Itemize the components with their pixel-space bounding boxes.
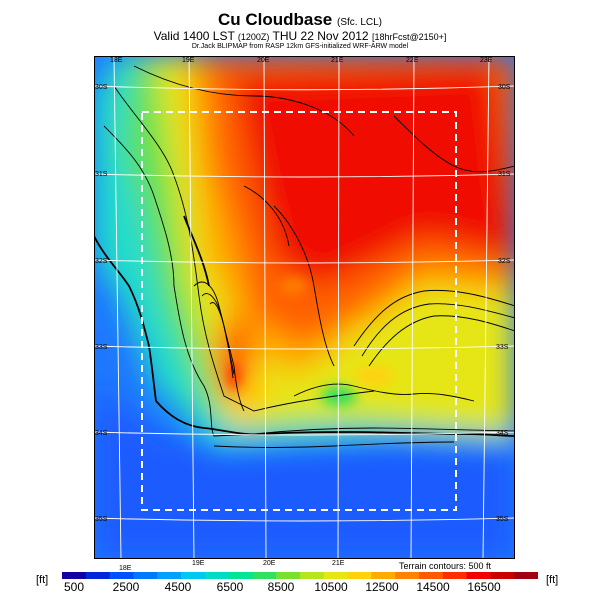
lon-label-bottom: 18E [119, 565, 132, 572]
colorbar-unit-left: [ft] [36, 574, 49, 586]
lon-label-bottom: 20E [263, 560, 276, 567]
colorbar-swatch [109, 572, 134, 579]
colorbar-swatch [442, 572, 468, 579]
colorbar-label: 2500 [112, 580, 140, 594]
colorbar-label: 12500 [365, 580, 399, 594]
colorbar-swatch [371, 572, 396, 579]
valid-date: THU 22 Nov 2012 [272, 29, 369, 43]
colorbar-swatch [204, 572, 230, 579]
terrain-contour-note: Terrain contours: 500 ft [399, 561, 492, 571]
colorbar-label: 10500 [314, 580, 348, 594]
map-frame [94, 56, 515, 559]
lon-label-top: 22E [406, 57, 419, 64]
lat-label-left: 30S [95, 84, 108, 91]
colorbar-label: 6500 [216, 580, 244, 594]
colorbar-swatch [252, 572, 277, 579]
lat-label-right: 30S [498, 84, 511, 91]
lat-label-right: 33S [496, 344, 509, 351]
lon-label-top: 19E [182, 57, 195, 64]
lon-label-top: 18E [110, 57, 123, 64]
lat-label-right: 35S [496, 516, 509, 523]
lon-label-top: 20E [257, 57, 270, 64]
graticule [94, 56, 515, 559]
lon-label-bottom: 19E [192, 560, 205, 567]
map-title: Cu Cloudbase (Sfc. LCL) [0, 10, 600, 30]
coastline [94, 215, 515, 437]
lat-label-right: 34S [496, 430, 509, 437]
colorbar-swatch [419, 572, 444, 579]
lon-label-top: 21E [331, 57, 344, 64]
lat-label-left: 31S [95, 171, 108, 178]
colorbar-swatch [133, 572, 158, 579]
valid-time-line: Valid 1400 LST (1200Z) THU 22 Nov 2012 [… [0, 29, 600, 43]
cloudbase-map [94, 56, 515, 559]
title-suffix: (Sfc. LCL) [337, 17, 383, 28]
lon-label-bottom: 21E [332, 560, 345, 567]
valid-code: (1200Z) [237, 32, 270, 42]
lat-label-left: 33S [95, 344, 108, 351]
lat-label-left: 32S [95, 258, 108, 265]
lat-label-left: 35S [95, 516, 108, 523]
valid-forecast: [18hrFcst@2150+] [371, 32, 447, 42]
colorbar-swatch [62, 572, 87, 579]
colorbar-unit-right: [ft] [546, 574, 559, 586]
colorbar-swatch [514, 572, 538, 579]
colorbar-swatch [181, 572, 206, 579]
heat-field [94, 56, 515, 559]
colorbar-swatch [490, 572, 515, 579]
colorbar-swatch [323, 572, 349, 579]
lat-label-left: 34S [95, 430, 108, 437]
colorbar-swatch [395, 572, 420, 579]
colorbar-label: 16500 [467, 580, 501, 594]
lon-label-top: 23E [480, 57, 493, 64]
inner-domain-box [141, 111, 457, 511]
map-subtitle: Dr.Jack BLIPMAP from RASP 12km GFS-initi… [191, 43, 409, 50]
colorbar-label: 14500 [416, 580, 450, 594]
valid-prefix: Valid 1400 LST [153, 29, 235, 43]
colorbar-swatch [347, 572, 372, 579]
colorbar-label: 4500 [164, 580, 192, 594]
colorbar-swatch [466, 572, 491, 579]
colorbar [62, 572, 538, 579]
colorbar-swatch [228, 572, 253, 579]
lat-label-right: 31S [498, 171, 511, 178]
colorbar-label: 8500 [267, 580, 295, 594]
colorbar-swatch [157, 572, 182, 579]
colorbar-swatch [85, 572, 111, 579]
colorbar-label: 500 [63, 580, 85, 594]
title-text: Cu Cloudbase [217, 10, 333, 29]
colorbar-swatch [276, 572, 301, 579]
lat-label-right: 32S [498, 258, 511, 265]
colorbar-swatch [300, 572, 325, 579]
